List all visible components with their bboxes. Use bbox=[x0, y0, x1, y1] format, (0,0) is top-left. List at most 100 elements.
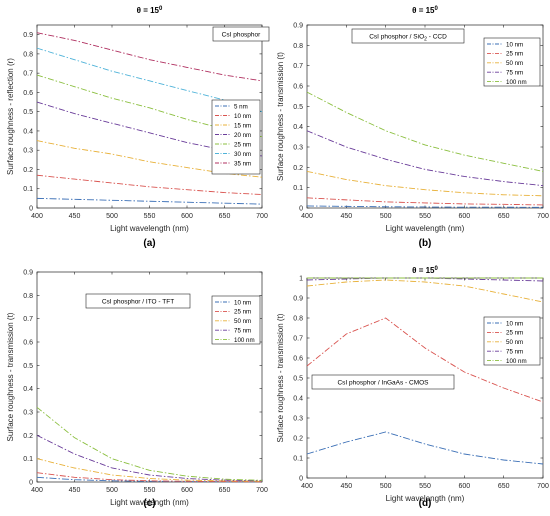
x-tick-label: 550 bbox=[419, 213, 431, 220]
x-tick-label: 650 bbox=[219, 213, 231, 220]
series-line bbox=[36, 140, 263, 178]
y-axis-label: Surface roughness - transmission (t) bbox=[276, 313, 285, 442]
legend-entry: 100 nm bbox=[234, 337, 255, 344]
x-tick-label: 650 bbox=[498, 213, 510, 220]
x-tick-label: 450 bbox=[340, 213, 352, 220]
legend-entry: 100 nm bbox=[506, 358, 527, 365]
legend-entry: 75 nm bbox=[234, 328, 251, 335]
x-tick-label: 700 bbox=[537, 213, 549, 220]
x-tick-label: 400 bbox=[31, 213, 43, 220]
legend-entry: 75 nm bbox=[506, 349, 523, 356]
x-axis-label: Light wavelength (nm) bbox=[386, 224, 465, 233]
x-tick-label: 700 bbox=[537, 483, 549, 490]
y-tick-label: 0.1 bbox=[293, 456, 303, 463]
y-tick-label: 0.2 bbox=[293, 165, 303, 172]
y-tick-label: 1 bbox=[299, 276, 303, 283]
series-line bbox=[306, 205, 544, 208]
y-tick-label: 0.3 bbox=[293, 145, 303, 152]
chart-panel-2: θ = 150 400 450 500 550 600 650 700 0 0.1 0.2 0.3 0.… bbox=[276, 6, 549, 249]
series-line bbox=[36, 32, 263, 82]
panel-label: (d) bbox=[419, 498, 432, 509]
legend-entry: 35 nm bbox=[234, 160, 251, 167]
y-tick-label: 0.4 bbox=[293, 396, 303, 403]
x-tick-label: 400 bbox=[301, 213, 313, 220]
legend bbox=[483, 316, 541, 366]
x-tick-label: 400 bbox=[31, 487, 43, 494]
x-tick-label: 500 bbox=[106, 213, 118, 220]
series-line bbox=[36, 434, 263, 482]
legend-entry: 25 nm bbox=[506, 330, 523, 337]
y-tick-label: 0.5 bbox=[23, 109, 33, 116]
chart-title: θ = 150 bbox=[412, 266, 438, 275]
x-tick-label: 450 bbox=[69, 487, 81, 494]
panel-label: (c) bbox=[143, 498, 155, 509]
series-line bbox=[306, 91, 544, 172]
x-tick-label: 600 bbox=[181, 213, 193, 220]
legend-entry: 75 nm bbox=[506, 70, 523, 77]
series-line bbox=[36, 47, 263, 113]
x-axis-label: Light wavelength (nm) bbox=[110, 498, 189, 507]
legend-entry: 100 nm bbox=[506, 79, 527, 86]
y-tick-label: 0.8 bbox=[293, 316, 303, 323]
x-tick-label: 500 bbox=[106, 487, 118, 494]
legend-entry: 50 nm bbox=[234, 318, 251, 325]
panel-label: (a) bbox=[143, 238, 155, 249]
y-tick-label: 0.1 bbox=[23, 456, 33, 463]
y-tick-label: 0.3 bbox=[293, 416, 303, 423]
y-tick-label: 0.3 bbox=[23, 148, 33, 155]
legend-entry: 15 nm bbox=[234, 122, 251, 129]
series-line bbox=[36, 174, 263, 195]
y-tick-label: 0.6 bbox=[23, 340, 33, 347]
annotation-box bbox=[212, 26, 270, 42]
chart-title: θ = 150 bbox=[412, 6, 438, 15]
y-tick-label: 0.6 bbox=[293, 84, 303, 91]
annotation-box bbox=[351, 28, 465, 44]
series-line bbox=[36, 406, 263, 481]
x-tick-label: 550 bbox=[419, 483, 431, 490]
chart-panel-3: 400 450 500 550 600 650 700 0 0.1 0.2 0.3 0.4 0.5 0.6… bbox=[6, 270, 268, 510]
y-tick-label: 0.2 bbox=[23, 167, 33, 174]
series-line bbox=[306, 170, 544, 197]
annotation-text: CsI phosphor bbox=[222, 32, 261, 39]
series-line bbox=[36, 197, 263, 205]
x-tick-label: 650 bbox=[219, 487, 231, 494]
x-tick-label: 550 bbox=[144, 487, 156, 494]
y-tick-label: 0.9 bbox=[293, 296, 303, 303]
legend-entry: 20 nm bbox=[234, 132, 251, 139]
y-tick-label: 0.7 bbox=[23, 71, 33, 78]
y-tick-label: 0.2 bbox=[293, 436, 303, 443]
y-tick-label: 0.8 bbox=[23, 51, 33, 58]
y-tick-label: 0.5 bbox=[293, 104, 303, 111]
y-tick-label: 0.4 bbox=[23, 386, 33, 393]
y-tick-label: 0.4 bbox=[293, 124, 303, 131]
legend-entry: 25 nm bbox=[234, 141, 251, 148]
x-tick-label: 550 bbox=[144, 213, 156, 220]
y-axis-label: Surface roughness - reflection (r) bbox=[6, 58, 15, 175]
y-tick-label: 0.6 bbox=[293, 356, 303, 363]
y-tick-label: 0 bbox=[29, 480, 33, 487]
y-tick-label: 0.1 bbox=[23, 186, 33, 193]
annotation-text: CsI phosphor / ITO - TFT bbox=[102, 299, 174, 306]
y-tick-label: 0.8 bbox=[293, 43, 303, 50]
y-tick-label: 0.9 bbox=[23, 270, 33, 277]
legend bbox=[483, 37, 541, 87]
y-tick-label: 0.1 bbox=[293, 185, 303, 192]
y-tick-label: 0 bbox=[299, 476, 303, 483]
x-axis-label: Light wavelength (nm) bbox=[110, 224, 189, 233]
y-tick-label: 0.6 bbox=[23, 90, 33, 97]
y-axis-label: Surface roughness - transmission (t) bbox=[6, 312, 15, 441]
panel-label: (b) bbox=[419, 238, 432, 249]
legend-entry: 10 nm bbox=[506, 41, 523, 48]
legend-entry: 50 nm bbox=[506, 60, 523, 67]
annotation-box bbox=[85, 293, 191, 309]
y-tick-label: 0.2 bbox=[23, 433, 33, 440]
legend-entry: 50 nm bbox=[506, 339, 523, 346]
y-tick-label: 0.7 bbox=[23, 316, 33, 323]
y-tick-label: 0 bbox=[299, 206, 303, 213]
y-axis-label: Surface roughness - transmission (t) bbox=[276, 52, 285, 181]
x-tick-label: 500 bbox=[380, 213, 392, 220]
series-line bbox=[306, 130, 544, 187]
legend-entry: 25 nm bbox=[506, 51, 523, 58]
legend bbox=[211, 99, 261, 175]
